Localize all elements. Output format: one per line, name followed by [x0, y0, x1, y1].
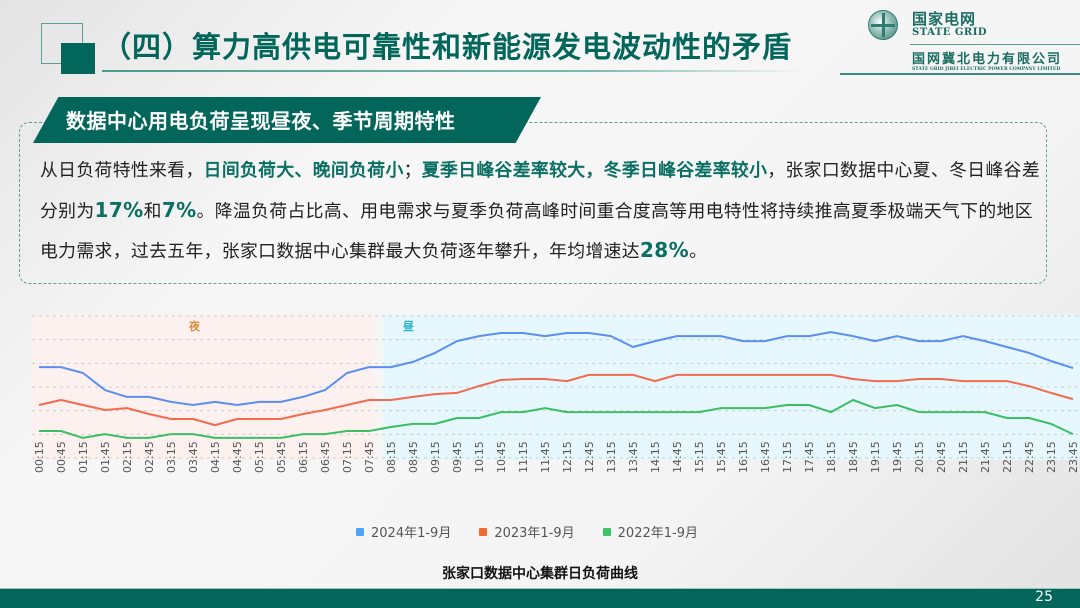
x-axis-tick-label: 20:45: [935, 441, 948, 473]
x-axis-tick-label: 09:45: [451, 441, 464, 473]
x-axis-tick-label: 17:45: [803, 441, 816, 473]
series-line-2: [39, 399, 1074, 439]
paragraph-segment-highlight: 日间负荷大、晚间负荷小: [203, 160, 404, 181]
paragraph-segment-normal: ；: [403, 160, 422, 181]
logo-company-en: STATE GRID JIBEI ELECTRIC POWER COMPANY …: [912, 67, 1061, 72]
section-dashed-box: [19, 122, 1047, 284]
x-axis-tick-label: 03:15: [165, 441, 178, 473]
legend-swatch-icon: [356, 527, 364, 536]
x-axis-tick-label: 07:15: [341, 441, 354, 473]
legend-swatch-icon: [602, 527, 611, 536]
company-logo: 国家电网 STATE GRID 国网冀北电力有限公司 STATE GRID JI…: [862, 6, 1080, 74]
legend-item[interactable]: 2022年1-9月: [602, 522, 698, 541]
x-axis-tick-label: 17:15: [781, 441, 794, 473]
paragraph-segment-number: 7%: [161, 197, 197, 222]
x-axis-tick-label: 19:45: [891, 441, 904, 473]
paragraph-segment-number: 28%: [639, 238, 690, 262]
x-axis-tick-label: 14:15: [649, 441, 662, 473]
paragraph-segment-normal: ，张家口数据中心夏、冬日峰谷差分别为: [40, 160, 1041, 222]
x-axis-tick-label: 00:45: [55, 441, 68, 473]
x-axis-tick-label: 11:15: [517, 441, 530, 473]
x-axis-tick-label: 02:15: [121, 441, 134, 473]
logo-en-name: STATE GRID: [912, 27, 988, 38]
section-paragraph: 从日负荷特性来看，日间负荷大、晚间负荷小；夏季日峰谷差率较大，冬季日峰谷差率较小…: [40, 152, 1040, 272]
page-number: 25: [1035, 589, 1053, 605]
x-axis-tick-label: 01:15: [77, 441, 90, 473]
x-axis-tick-label: 21:15: [957, 441, 970, 473]
x-axis-tick-label: 14:45: [671, 441, 684, 473]
x-axis-tick-label: 04:15: [209, 441, 222, 473]
section-banner-title: 数据中心用电负荷呈现昼夜、季节周期特性: [66, 109, 456, 133]
x-axis-tick-label: 07:45: [363, 441, 376, 473]
night-band-label: 夜: [189, 320, 200, 333]
x-axis-tick-label: 09:15: [429, 441, 442, 473]
daily-load-chart: 夜 昼 00:15 00:45 01:15 01:45 02:15 02:45 03:15 0…: [0, 300, 1080, 550]
x-axis-tick-label: 12:45: [583, 441, 596, 473]
footer-bar: [0, 588, 1080, 608]
legend-swatch-icon: [479, 527, 488, 536]
title-underline: [102, 70, 802, 72]
paragraph-segment-normal: 。: [689, 241, 708, 262]
x-axis-tick-label: 21:45: [979, 441, 992, 473]
x-axis-tick-label: 20:15: [913, 441, 926, 473]
x-axis-tick-label: 10:15: [473, 441, 486, 473]
x-axis-tick-label: 23:15: [1045, 441, 1058, 473]
chart-legend: 2024年1-9月 2023年1-9月 2022年1-9月: [356, 522, 698, 541]
x-axis-tick-label: 01:45: [99, 441, 112, 473]
x-axis-tick-label: 16:45: [759, 441, 772, 473]
paragraph-segment-normal: 和: [143, 200, 162, 222]
x-axis-tick-label: 04:45: [231, 441, 244, 473]
state-grid-globe-icon: [868, 10, 898, 40]
x-axis-tick-label: 16:15: [737, 441, 750, 473]
legend-label: 2023年1-9月: [494, 526, 575, 541]
x-axis-tick-label: 22:45: [1023, 441, 1036, 473]
x-axis-tick-label: 10:45: [495, 441, 508, 473]
logo-company-cn: 国网冀北电力有限公司: [912, 52, 1063, 67]
paragraph-segment-number: 17%: [94, 197, 144, 222]
chart-caption: 张家口数据中心集群日负荷曲线: [442, 566, 638, 582]
day-band: [383, 314, 1080, 460]
x-axis-tick-label: 15:45: [715, 441, 728, 473]
legend-label: 2022年1-9月: [617, 526, 698, 541]
logo-divider: [910, 44, 1080, 45]
x-axis-tick-label: 03:45: [187, 441, 200, 473]
x-axis-tick-label: 05:45: [275, 441, 288, 473]
x-axis-tick-label: 02:45: [143, 441, 156, 473]
section-banner: [33, 97, 541, 143]
title-decoration-square: [61, 43, 95, 74]
x-axis-tick-label: 13:15: [605, 441, 618, 473]
paragraph-segment-normal: 从日负荷特性来看，: [40, 160, 204, 181]
x-axis-tick-label: 23:45: [1067, 441, 1080, 473]
x-axis-tick-label: 19:15: [869, 441, 882, 473]
legend-label: 2024年1-9月: [371, 526, 452, 541]
x-axis-tick-label: 08:15: [385, 441, 398, 473]
legend-item[interactable]: 2024年1-9月: [356, 522, 451, 541]
x-axis-tick-label: 06:15: [297, 441, 310, 473]
x-axis-tick-label: 00:15: [33, 441, 46, 473]
x-axis-tick-label: 12:15: [561, 441, 574, 473]
x-axis-tick-label: 18:15: [825, 441, 838, 473]
series-line-0: [39, 331, 1074, 406]
x-axis-tick-label: 05:15: [253, 441, 266, 473]
legend-item[interactable]: 2023年1-9月: [479, 522, 575, 541]
series-line-1: [38, 373, 1074, 427]
day-band-label: 昼: [403, 320, 414, 333]
x-axis-tick-label: 22:15: [1001, 441, 1014, 473]
x-axis-tick-label: 13:45: [627, 441, 640, 473]
chart-plot: [32, 314, 1080, 460]
x-axis-tick-label: 06:45: [319, 441, 332, 473]
header-divider: [840, 73, 1080, 75]
paragraph-segment-highlight: 夏季日峰谷差率较大，冬季日峰谷差率较小: [421, 160, 768, 181]
page-title: （四）算力高供电可靠性和新能源发电波动性的矛盾: [102, 30, 793, 64]
paragraph-segment-normal: 。降温负荷占比高、用电需求与夏季负荷高峰时间重合度高等用电特性将持续推高夏季极端…: [40, 200, 1033, 263]
x-axis-tick-label: 08:45: [407, 441, 420, 473]
x-axis-tick-label: 18:45: [847, 441, 860, 473]
logo-cn-name: 国家电网: [912, 10, 977, 28]
x-axis-tick-label: 15:15: [693, 441, 706, 473]
x-axis-tick-label: 11:45: [539, 441, 552, 473]
